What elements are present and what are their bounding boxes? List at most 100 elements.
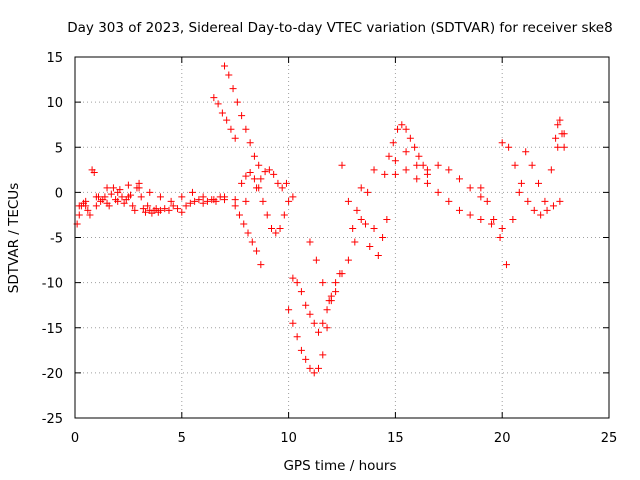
data-point (124, 181, 132, 189)
data-point (210, 94, 218, 102)
data-point (165, 206, 173, 214)
data-series (231, 202, 265, 269)
x-tick-label: 25 (601, 431, 618, 446)
data-point (554, 121, 562, 129)
data-point (75, 202, 83, 210)
data-point (257, 261, 265, 269)
data-point (338, 161, 346, 169)
data-point (522, 148, 530, 156)
data-point (306, 310, 314, 318)
data-point (156, 206, 164, 214)
data-point (415, 152, 423, 160)
data-point (477, 184, 485, 192)
data-point (235, 211, 243, 219)
data-point (332, 279, 340, 287)
data-point (248, 238, 256, 246)
data-point (191, 197, 199, 205)
data-point (488, 220, 496, 228)
data-point (537, 211, 545, 219)
data-point (268, 224, 276, 232)
data-point (233, 98, 241, 106)
y-tick-label: -20 (42, 367, 63, 382)
y-tick-label: 0 (55, 186, 63, 201)
data-point (319, 319, 327, 327)
data-point (310, 369, 318, 377)
data-point (105, 202, 113, 210)
data-point (270, 170, 278, 178)
data-point (315, 328, 323, 336)
data-point (238, 179, 246, 187)
data-series (391, 148, 485, 201)
data-point (423, 179, 431, 187)
x-tick-label: 20 (494, 431, 511, 446)
data-point (524, 197, 532, 205)
data-point (246, 139, 254, 147)
data-point (227, 125, 235, 133)
data-point (285, 306, 293, 314)
data-point (379, 234, 387, 241)
data-point (398, 121, 406, 129)
data-point (498, 224, 506, 232)
data-point (250, 175, 258, 183)
data-point (366, 243, 374, 251)
data-point (302, 355, 310, 363)
data-point (75, 211, 83, 219)
data-point (353, 206, 361, 214)
data-point (135, 184, 143, 192)
data-point (297, 346, 305, 354)
data-point (391, 157, 399, 165)
data-point (541, 197, 549, 205)
data-point (169, 202, 177, 210)
y-axis-label: SDTVAR / TECUs (6, 183, 22, 293)
data-point (310, 319, 318, 327)
x-tick-label: 5 (178, 431, 186, 446)
data-point (466, 184, 474, 192)
data-point (361, 220, 369, 228)
grid (75, 57, 609, 418)
data-series (552, 116, 568, 151)
data-point (131, 206, 139, 214)
data-point (306, 364, 314, 372)
data-point (238, 112, 246, 120)
x-tick-label: 15 (387, 431, 404, 446)
data-point (423, 166, 431, 174)
data-point (231, 134, 239, 142)
data-series (477, 130, 568, 269)
chart-title: Day 303 of 2023, Sidereal Day-to-day VTE… (67, 20, 612, 36)
data-point (560, 143, 568, 151)
x-axis-label: GPS time / hours (283, 458, 396, 474)
data-point (293, 333, 301, 341)
data-point (552, 134, 560, 142)
data-point (364, 188, 372, 196)
data-point (406, 134, 414, 142)
data-point (293, 279, 301, 287)
data-point (306, 238, 314, 246)
data-point (280, 211, 288, 219)
data-point (276, 224, 284, 232)
data-point (374, 252, 382, 260)
axis-ticks: 0 5 10 15 20 25 -25 -20 -15 -10 -5 0 5 10 15 (42, 51, 618, 446)
data-point (289, 274, 297, 282)
data-point (240, 220, 248, 228)
y-tick-label: -15 (42, 322, 63, 337)
data-point (319, 351, 327, 359)
x-tick-label: 10 (280, 431, 297, 446)
data-points (73, 62, 568, 377)
data-point (199, 199, 207, 207)
data-point (218, 109, 226, 117)
data-series (73, 166, 229, 228)
data-point (312, 256, 320, 264)
data-point (434, 188, 442, 196)
data-point (261, 168, 269, 176)
data-series (285, 297, 335, 377)
data-point (221, 62, 229, 70)
data-point (357, 215, 365, 223)
data-point (547, 166, 555, 174)
data-point (109, 184, 117, 192)
data-point (242, 125, 250, 133)
data-point (419, 161, 427, 169)
data-point (558, 130, 566, 138)
data-point (101, 193, 109, 201)
data-point (265, 166, 273, 174)
data-point (509, 215, 517, 223)
